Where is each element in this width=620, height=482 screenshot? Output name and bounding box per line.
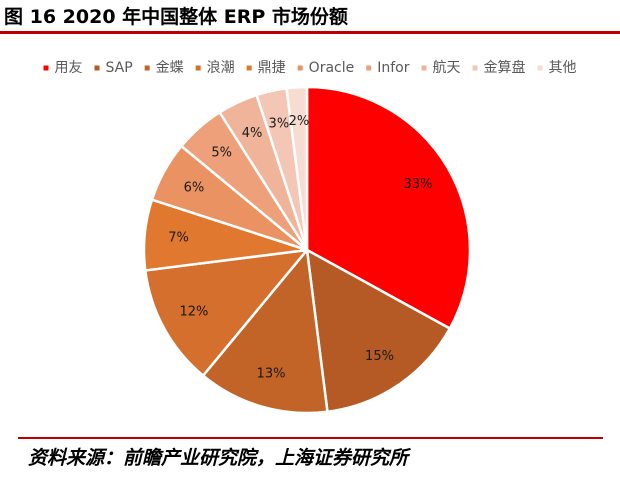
legend-label: 鼎捷 [258,60,286,76]
source-divider [18,437,603,439]
pie-slice-4 [144,248,309,377]
legend-item-9: 金算盘 [472,59,526,76]
source-note: 资料来源：前瞻产业研究院，上海证券研究所 [28,447,409,469]
pie-slice-1 [305,85,472,330]
figure-title: 图 16 2020 年中国整体 ERP 市场份额 [4,6,348,28]
legend-label: 其他 [549,60,577,76]
legend-swatch [94,65,100,71]
legend-label: 金算盘 [484,59,526,76]
pie-label-slice-1: 33% [404,177,433,192]
pie-label-slice-2: 15% [365,349,394,364]
legend-swatch [537,65,543,71]
legend-label: Infor [377,60,409,76]
legend-label: Oracle [309,60,355,76]
pie-slice-3 [201,248,329,415]
legend-item-3: 金蝶 [144,60,184,76]
pie-label-slice-10: 2% [289,114,310,129]
legend-swatch [246,65,252,71]
legend-item-2: SAP [94,60,133,76]
pie-chart: 用友 SAP 金蝶 浪潮 鼎捷 Oracle Infor 航天 金算盘 其他 33% 15% 13% 1… [43,59,577,415]
legend-item-4: 浪潮 [195,60,235,76]
pie-label-slice-6: 6% [184,180,205,195]
legend-swatch [366,65,372,71]
chart-legend: 用友 SAP 金蝶 浪潮 鼎捷 Oracle Infor 航天 金算盘 其他 [43,59,577,76]
legend-swatch [144,65,150,71]
pie-value-labels: 33% 15% 13% 12% 7% 6% 5% 4% 3% 2% [168,114,432,382]
legend-label: 金蝶 [156,60,184,76]
legend-label: 浪潮 [207,60,235,76]
pie-label-slice-7: 5% [211,146,232,161]
pie-label-slice-3: 13% [257,366,286,381]
legend-item-1: 用友 [43,60,83,76]
pie-label-slice-4: 12% [180,305,209,320]
legend-item-8: 航天 [421,60,461,76]
pie-label-slice-8: 4% [242,126,263,141]
legend-swatch [195,65,201,71]
legend-swatch [297,65,303,71]
pie-slice-10 [285,85,309,252]
pie-label-slice-9: 3% [269,117,290,132]
pie-label-slice-5: 7% [168,230,189,245]
legend-item-5: 鼎捷 [246,60,286,76]
legend-item-10: 其他 [537,60,577,76]
legend-item-7: Infor [366,60,410,76]
title-divider [0,31,620,34]
legend-swatch [43,65,49,71]
legend-swatch [472,65,478,71]
pie-slice-2 [305,248,452,413]
legend-label: 航天 [433,60,461,76]
pie-slices [142,85,472,415]
legend-item-6: Oracle [297,60,355,76]
legend-swatch [421,65,427,71]
legend-label: 用友 [55,60,83,76]
legend-label: SAP [106,60,133,76]
